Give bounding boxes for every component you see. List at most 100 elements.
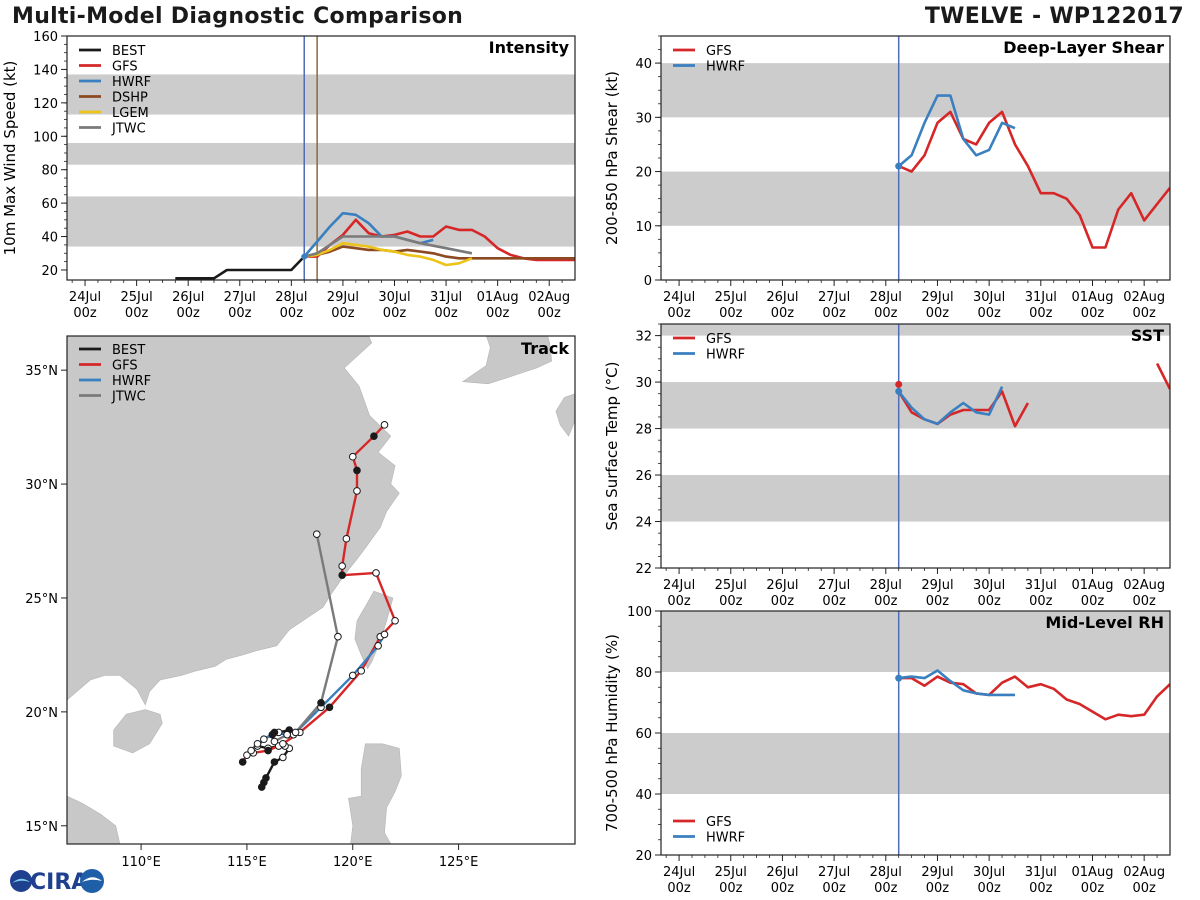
sst-xtick-label-date: 24Jul	[663, 578, 695, 593]
hainan-island-land	[113, 709, 163, 754]
intensity-series-jtwc-line	[303, 235, 473, 258]
small-island-land	[540, 344, 549, 355]
rh-xtick-label-hour: 00z	[1132, 881, 1156, 896]
track-best-point	[270, 758, 279, 766]
shear-xtick-label-date: 27Jul	[818, 290, 850, 305]
intensity-xtick-label-date: 26Jul	[172, 290, 204, 305]
track-gfs-point	[325, 703, 334, 712]
sst-xtick-label-hour: 00z	[719, 594, 743, 609]
sst-band-2	[661, 324, 1170, 336]
rh-xtick-label-hour: 00z	[874, 881, 898, 896]
track-legend-label-best: BEST	[112, 343, 145, 358]
rh-xtick-label-hour: 00z	[667, 881, 691, 896]
track-gfs-point	[353, 487, 361, 495]
track-xtick-label: 125°E	[439, 855, 479, 870]
sst-ytick-label: 28	[635, 423, 652, 438]
sst-plot-area	[661, 324, 1170, 568]
sst-legend-label-gfs: GFS	[706, 332, 732, 347]
sst-title: SST	[1131, 326, 1164, 345]
sst-series-hwrf-line	[897, 386, 1004, 426]
shear-xtick-label-date: 26Jul	[766, 290, 798, 305]
shear-xtick-label-hour: 00z	[719, 306, 743, 321]
intensity-series-lgem-line	[304, 241, 473, 267]
track-gfs-point	[338, 571, 346, 579]
intensity-xtick-label-hour: 00z	[280, 306, 304, 321]
rh-xtick-label-hour: 00z	[1029, 881, 1053, 896]
sst-xtick-label-date: 26Jul	[766, 578, 798, 593]
track-gfs-point	[391, 616, 399, 625]
sst-xtick-label-date: 31Jul	[1025, 578, 1057, 593]
intensity-series-dshp-line	[304, 245, 575, 260]
sst-xtick-label-hour: 00z	[771, 594, 795, 609]
shear-xtick-label-hour: 00z	[926, 306, 950, 321]
track-hwrf-point	[380, 630, 389, 639]
track-gfs-point	[342, 534, 351, 543]
track-gfs-point	[372, 569, 380, 577]
intensity-band-1	[67, 142, 575, 165]
shear-ytick-label: 40	[635, 57, 652, 72]
shear-legend-label-gfs: GFS	[706, 44, 732, 59]
intensity-title: Intensity	[489, 38, 570, 57]
track-ytick-label: 15°N	[25, 820, 58, 835]
rh-plot-area	[661, 611, 1170, 855]
track-gfs-point	[338, 562, 346, 570]
intensity-xtick-label-date: 01Aug	[477, 290, 519, 305]
intensity-ytick-label: 20	[41, 264, 58, 279]
track-gfs-point	[353, 466, 361, 475]
vietnam-coast-land	[67, 734, 121, 844]
intensity-xtick-label-date: 31Jul	[430, 290, 462, 305]
track-legend-label-gfs: GFS	[112, 359, 138, 374]
sst-xtick-label-hour: 00z	[874, 594, 898, 609]
intensity-ytick-label: 160	[33, 30, 58, 45]
rh-xtick-label-date: 24Jul	[663, 865, 695, 880]
sst-xtick-label-date: 01Aug	[1072, 578, 1114, 593]
track-gfs-point	[370, 432, 378, 441]
sst-panel: 24Jul00z25Jul00z26Jul00z27Jul00z28Jul00z…	[603, 323, 1171, 609]
intensity-xtick-label-date: 25Jul	[121, 290, 153, 305]
sst-band-1	[661, 382, 1170, 429]
shear-xtick-label-hour: 00z	[874, 306, 898, 321]
rh-xtick-label-hour: 00z	[926, 881, 950, 896]
track-xtick-label: 110°E	[121, 855, 161, 870]
rh-xtick-label-date: 27Jul	[818, 865, 850, 880]
track-panel: 110°E 115°E 120°E 125°E 15°N 20°N 25°N 30°N 35°N…	[25, 335, 576, 870]
storm-id-title: TWELVE - WP122017	[924, 4, 1184, 29]
intensity-series-best-line	[175, 255, 306, 280]
track-jtwc-point	[291, 728, 300, 737]
rh-band-1	[661, 611, 1170, 672]
intensity-legend-label-lgem: LGEM	[112, 106, 149, 121]
track-xtick-label: 115°E	[227, 855, 267, 870]
intensity-xtick-label-date: 24Jul	[69, 290, 101, 305]
rh-panel: 24Jul00z25Jul00z26Jul00z27Jul00z28Jul00z…	[603, 605, 1171, 896]
intensity-plot-area	[67, 36, 575, 280]
track-jtwc-point	[317, 698, 325, 707]
sst-xtick-label-hour: 00z	[1081, 594, 1105, 609]
intensity-band-0	[67, 196, 575, 247]
sst-xtick-label-hour: 00z	[822, 594, 846, 609]
sst-xtick-label-date: 30Jul	[973, 578, 1005, 593]
sst-xtick-label-date: 27Jul	[818, 578, 850, 593]
rh-xtick-label-date: 28Jul	[870, 865, 902, 880]
rh-xtick-label-hour: 00z	[1081, 881, 1105, 896]
rh-legend-label-gfs: GFS	[706, 815, 732, 830]
sst-ytick-label: 30	[635, 376, 652, 391]
kyushu-island-land	[555, 393, 575, 437]
track-jtwc-point	[270, 737, 279, 746]
shear-ytick-label: 0	[644, 274, 652, 289]
figure-title: Multi-Model Diagnostic Comparison	[12, 4, 464, 29]
intensity-xtick-label-date: 28Jul	[275, 290, 307, 305]
shear-xtick-label-date: 25Jul	[715, 290, 747, 305]
rh-ylabel: 700-500 hPa Humidity (%)	[603, 634, 621, 832]
rh-band-0	[661, 733, 1170, 794]
intensity-xtick-label-hour: 00z	[538, 306, 562, 321]
shear-panel: 24Jul00z25Jul00z26Jul00z27Jul00z28Jul00z…	[603, 35, 1171, 321]
intensity-legend-label-gfs: GFS	[112, 60, 138, 75]
intensity-frame	[66, 35, 576, 281]
sst-xtick-label-hour: 00z	[1029, 594, 1053, 609]
shear-xtick-label-hour: 00z	[977, 306, 1001, 321]
intensity-ytick-label: 80	[41, 164, 58, 179]
intensity-ytick-label: 40	[41, 231, 58, 246]
korean-peninsula-land	[461, 336, 553, 385]
track-gfs-point	[357, 667, 366, 675]
